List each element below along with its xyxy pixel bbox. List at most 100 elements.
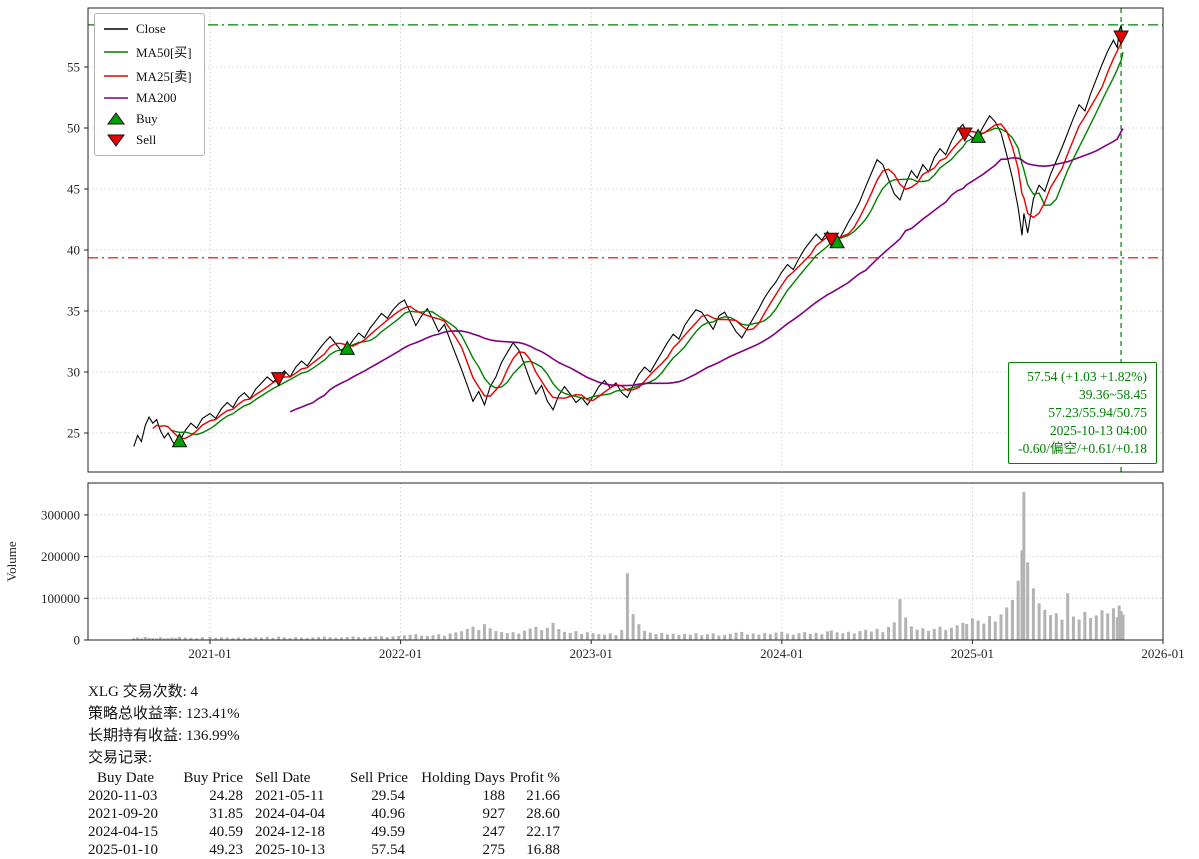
buy-marker xyxy=(339,340,356,355)
legend-item-close: Close xyxy=(103,21,192,37)
volume-bar xyxy=(705,634,709,640)
volume-tick-label: 0 xyxy=(74,633,81,648)
volume-tick-label: 300000 xyxy=(41,507,80,522)
volume-bar xyxy=(465,628,469,640)
x-tick-label: 2024-01 xyxy=(760,646,803,661)
price-tick-label: 25 xyxy=(67,426,80,441)
volume-bar xyxy=(166,638,170,640)
volume-bar xyxy=(1026,562,1030,640)
volume-bar xyxy=(671,633,675,640)
volume-bar xyxy=(909,626,913,640)
annotation-box: 57.54 (+1.03 +1.82%) 39.36~58.45 57.23/5… xyxy=(1008,362,1157,464)
legend-label: MA50[买] xyxy=(136,45,192,60)
annotation-range-line: 39.36~58.45 xyxy=(1078,387,1147,402)
ma200-line-icon xyxy=(103,91,129,105)
trade-cell: 31.85 xyxy=(209,806,243,822)
volume-bar xyxy=(643,630,647,640)
volume-bar xyxy=(797,633,801,640)
trade-records-title: 交易记录: xyxy=(88,750,153,766)
volume-bar xyxy=(932,628,936,640)
volume-bar xyxy=(921,628,925,640)
trade-cell: 2025-10-13 xyxy=(255,842,325,858)
volume-bar xyxy=(869,631,873,640)
volume-bar xyxy=(425,635,429,640)
volume-bar xyxy=(757,634,761,640)
legend-item-buy: Buy xyxy=(103,111,192,127)
price-tick-label: 40 xyxy=(67,243,80,258)
volume-bar xyxy=(1016,580,1020,640)
volume-bar xyxy=(751,633,755,640)
price-tick-label: 45 xyxy=(67,182,80,197)
volume-bar xyxy=(694,633,698,640)
volume-bar xyxy=(961,622,965,640)
volume-bar xyxy=(631,614,635,640)
volume-bar xyxy=(294,637,298,640)
volume-bar xyxy=(1111,608,1115,640)
volume-bar xyxy=(345,636,349,640)
trade-cell: 188 xyxy=(482,788,506,804)
volume-bar xyxy=(1043,609,1047,640)
x-tick-label: 2022-01 xyxy=(379,646,422,661)
volume-bar xyxy=(551,622,555,640)
volume-bar xyxy=(132,638,136,640)
volume-bar xyxy=(237,637,241,640)
volume-bar xyxy=(397,635,401,640)
x-tick-label: 2023-01 xyxy=(570,646,613,661)
trades-count-line: XLG 交易次数: 4 xyxy=(88,684,198,700)
volume-bar xyxy=(826,631,830,640)
volume-bar xyxy=(158,637,162,640)
volume-bar xyxy=(892,622,896,640)
volume-bar xyxy=(875,628,879,640)
volume-bar xyxy=(915,629,919,640)
volume-bar xyxy=(608,633,612,640)
volume-bar xyxy=(1022,491,1026,640)
volume-bar xyxy=(728,633,732,640)
volume-bar xyxy=(887,626,891,640)
header-sell-date: Sell Date xyxy=(255,770,311,786)
volume-bar xyxy=(368,636,372,640)
legend-item-ma50: MA50[买] xyxy=(103,42,192,61)
trade-row: 2020-11-03 24.28 2021-05-11 29.54 188 21.66 xyxy=(88,787,560,805)
volume-bar xyxy=(763,633,767,640)
volume-bar xyxy=(155,638,159,640)
volume-bar xyxy=(597,634,601,640)
volume-bar xyxy=(208,636,212,640)
volume-bar xyxy=(528,628,532,640)
trade-cell: 2025-01-10 xyxy=(88,842,158,858)
price-tick-label: 55 xyxy=(67,60,80,75)
volume-bar xyxy=(603,634,607,640)
volume-bar xyxy=(1005,607,1009,640)
volume-bar xyxy=(147,637,151,640)
volume-bar xyxy=(1066,593,1070,640)
volume-bar xyxy=(311,637,315,640)
trade-cell: 2021-05-11 xyxy=(255,788,325,804)
trade-cell: 2024-12-18 xyxy=(255,824,325,840)
volume-bar xyxy=(1094,615,1098,640)
volume-bar xyxy=(151,638,155,640)
volume-bar xyxy=(982,623,986,640)
volume-bar xyxy=(431,635,435,640)
volume-bar xyxy=(189,637,193,640)
annotation-signal-line: -0.60/偏空/+0.61/+0.18 xyxy=(1018,441,1147,456)
volume-bar xyxy=(944,629,948,640)
volume-bar xyxy=(1060,619,1064,640)
volume-bar xyxy=(745,634,749,640)
volume-bar xyxy=(288,637,292,640)
volume-bar xyxy=(522,630,526,640)
trade-cell: 40.96 xyxy=(371,806,405,822)
volume-bar xyxy=(1100,610,1104,640)
volume-bar xyxy=(1115,617,1119,640)
volume-bar xyxy=(677,635,681,640)
sell-triangle-icon xyxy=(103,133,129,147)
trade-cell: 247 xyxy=(482,824,506,840)
volume-bar xyxy=(200,637,204,640)
volume-bar xyxy=(717,635,721,640)
trade-cell: 40.59 xyxy=(209,824,243,840)
volume-bar xyxy=(976,620,980,640)
volume-bar xyxy=(637,624,641,640)
buy-marker xyxy=(171,432,188,448)
volume-bar xyxy=(1049,615,1053,640)
trade-cell: 21.66 xyxy=(526,788,560,804)
volume-bar xyxy=(139,638,143,640)
volume-bar xyxy=(1037,603,1041,640)
